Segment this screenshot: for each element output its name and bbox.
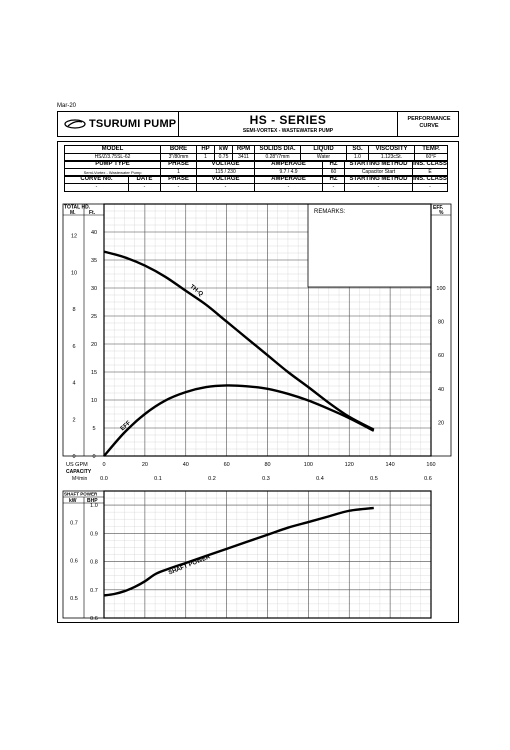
- m-tick-label: 10: [71, 270, 77, 276]
- m3-tick-label: 0.5: [370, 476, 378, 482]
- spec-table-pump-type: PUMP TYPE PHASE VOLTAGE AMPERAGE HZ STAR…: [64, 160, 448, 177]
- ft-tick-label: 20: [91, 342, 97, 348]
- m3-tick-label: 0.3: [262, 476, 270, 482]
- th-q-curve: [103, 250, 375, 431]
- x-label-capacity: CAPACITY: [66, 469, 92, 475]
- eff-tick-label: 100: [436, 286, 445, 292]
- kw-tick-label: 0.6: [70, 558, 78, 564]
- date-note: Mar-20: [57, 103, 77, 109]
- perf-line-1: PERFORMANCE: [407, 116, 451, 122]
- bhp-unit: BHP: [87, 498, 98, 504]
- m-tick-label: 12: [71, 234, 77, 240]
- left-axis-header: TOTAL HD.: [64, 205, 91, 211]
- kw-unit: kW: [69, 498, 77, 504]
- ft-tick-label: 5: [92, 426, 95, 432]
- ft-tick-label: 15: [91, 370, 97, 376]
- series-box: HS - SERIES SEMI-VORTEX - WASTEWATER PUM…: [178, 111, 398, 137]
- series-subtitle: SEMI-VORTEX - WASTEWATER PUMP: [242, 128, 334, 134]
- remarks-label: REMARKS:: [314, 209, 346, 215]
- gpm-tick-label: 60: [224, 462, 230, 468]
- m3-tick-label: 0.0: [100, 476, 108, 482]
- gpm-tick-label: 20: [142, 462, 148, 468]
- gpm-tick-label: 100: [304, 462, 313, 468]
- ft-tick-label: 25: [91, 314, 97, 320]
- perf-line-2: CURVE: [419, 123, 439, 129]
- m3-tick-label: 0.1: [154, 476, 162, 482]
- gpm-tick-label: 0: [102, 462, 105, 468]
- right-axis-frame: [430, 203, 452, 457]
- m-tick-label: 0: [72, 454, 75, 460]
- bhp-tick-label: 0.9: [90, 531, 98, 537]
- ft-tick-label: 40: [91, 230, 97, 236]
- eff-tick-label: 20: [438, 420, 444, 426]
- remarks-box: [307, 203, 432, 288]
- spec-table-curve-no: CURVE No. DATE PHASE VOLTAGE AMPERAGE HZ…: [64, 175, 448, 192]
- m-tick-label: 4: [72, 381, 75, 387]
- left-axis-frame: [62, 490, 105, 619]
- efficiency-curve: [103, 384, 375, 457]
- head-efficiency-chart: REMARKS:TOTAL HD.M. Ft.EFF.%0510152025303…: [62, 203, 452, 482]
- ft-tick-label: 0: [92, 454, 95, 460]
- performance-curve-label: PERFORMANCE CURVE: [398, 112, 460, 136]
- eff-tick-label: 60: [438, 353, 444, 359]
- bhp-tick-label: 0.6: [90, 616, 98, 622]
- gpm-tick-label: 160: [426, 462, 435, 468]
- left-axis-unit-ft: Ft.: [89, 210, 96, 216]
- logo: TSURUMI PUMP: [58, 112, 178, 136]
- x-label-m3: M³/min: [72, 476, 87, 482]
- th-q-label: TH-Q: [189, 284, 205, 298]
- ft-tick-label: 35: [91, 258, 97, 264]
- m-tick-label: 8: [72, 307, 75, 313]
- eff-tick-label: 80: [438, 320, 444, 326]
- eff-tick-label: 40: [438, 387, 444, 393]
- bhp-tick-label: 0.7: [90, 588, 98, 594]
- curve-sheet-frame: [57, 141, 459, 623]
- gpm-tick-label: 40: [183, 462, 189, 468]
- right-axis-header: EFF.: [433, 205, 444, 211]
- kw-tick-label: 0.5: [70, 596, 78, 602]
- header-bar: TSURUMI PUMP HS - SERIES SEMI-VORTEX - W…: [57, 111, 459, 137]
- left-axis-unit-m: M.: [70, 210, 76, 216]
- tsurumi-logo-icon: [64, 119, 86, 129]
- bhp-tick-label: 0.8: [90, 560, 98, 566]
- table-cell: -: [412, 183, 448, 192]
- shaft-power-curve: [103, 506, 374, 597]
- kw-tick-label: 0.7: [70, 520, 78, 526]
- m-tick-label: 2: [72, 417, 75, 423]
- m3-tick-label: 0.6: [424, 476, 432, 482]
- ft-tick-label: 10: [91, 398, 97, 404]
- m-tick-label: 6: [72, 344, 75, 350]
- shaft-power-header: SHAFT POWER: [64, 492, 98, 497]
- gpm-tick-label: 120: [345, 462, 354, 468]
- spec-table-model: MODEL BORE HP kW RPM SOLIDS DIA. LIQUID …: [64, 145, 448, 162]
- logo-text: TSURUMI PUMP: [89, 118, 177, 130]
- series-title: HS - SERIES: [249, 113, 327, 127]
- right-axis-unit: %: [439, 210, 444, 216]
- x-label-gpm: US GPM: [66, 462, 88, 468]
- gpm-tick-label: 140: [386, 462, 395, 468]
- bhp-tick-label: 1.0: [90, 503, 98, 509]
- gpm-tick-label: 80: [264, 462, 270, 468]
- m3-tick-label: 0.2: [208, 476, 216, 482]
- left-axis-frame: [62, 203, 105, 457]
- shaft-power-label: SHAFT POWER: [168, 554, 212, 576]
- ft-tick-label: 30: [91, 286, 97, 292]
- m3-tick-label: 0.4: [316, 476, 324, 482]
